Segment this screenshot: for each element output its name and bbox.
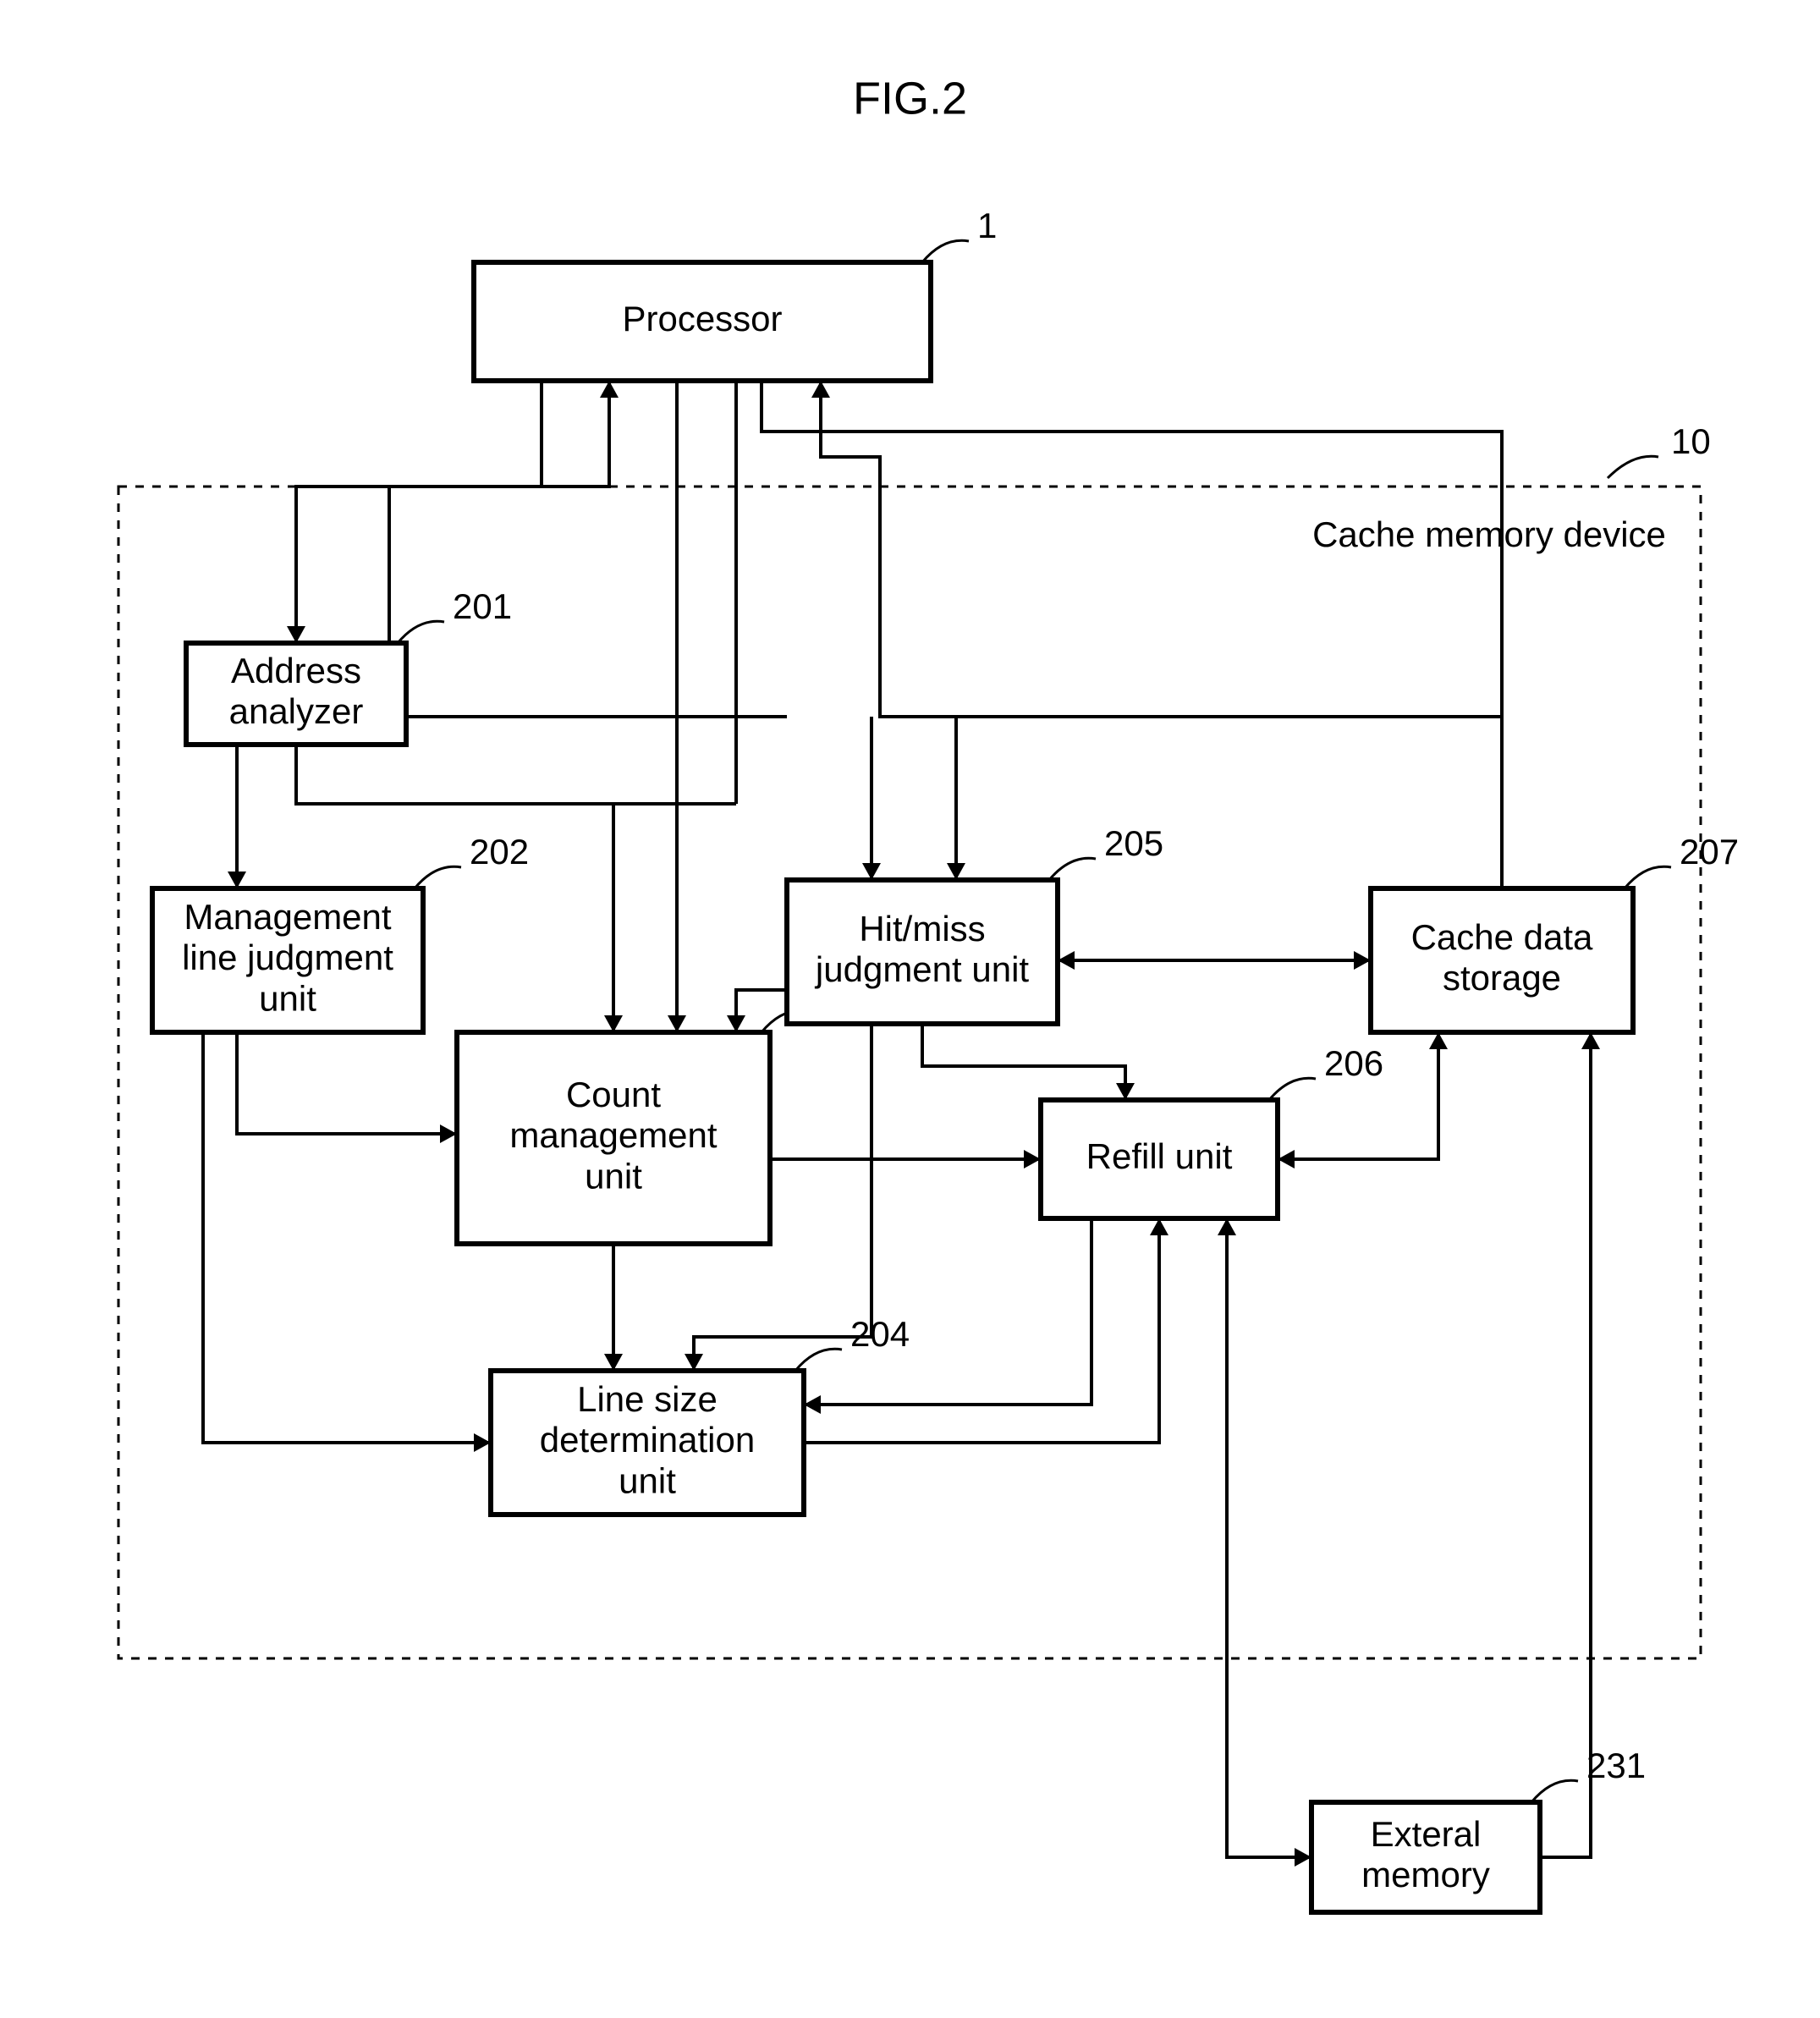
box-refill: Refill unit 206 [1041, 1043, 1383, 1218]
svg-text:204: 204 [850, 1314, 910, 1354]
svg-text:205: 205 [1104, 823, 1163, 863]
edges [203, 381, 1600, 1867]
svg-text:206: 206 [1324, 1043, 1383, 1083]
svg-text:Exteral: Exteral [1371, 1814, 1482, 1854]
svg-text:management: management [509, 1115, 717, 1155]
svg-text:judgment unit: judgment unit [814, 949, 1029, 989]
svg-text:Address: Address [231, 651, 361, 690]
svg-text:Count: Count [566, 1075, 661, 1114]
box-addr: Addressanalyzer 201 [186, 586, 512, 745]
svg-text:Processor: Processor [622, 299, 782, 338]
box-cache: Cache datastorage 207 [1371, 832, 1739, 1032]
svg-text:Cache data: Cache data [1411, 917, 1593, 957]
box-external: Exteralmemory 231 [1311, 1746, 1646, 1912]
svg-text:Line size: Line size [577, 1379, 718, 1419]
svg-text:storage: storage [1443, 958, 1561, 998]
block-diagram: FIG.2 Cache memory device 10 Processor 1 Addr… [0, 0, 1820, 2018]
svg-text:determination: determination [540, 1420, 755, 1460]
svg-text:line judgment: line judgment [182, 938, 393, 977]
svg-text:Cache memory device: Cache memory device [1312, 514, 1666, 554]
svg-text:analyzer: analyzer [229, 691, 364, 731]
svg-text:202: 202 [470, 832, 529, 872]
svg-text:Management: Management [184, 897, 391, 937]
svg-text:1: 1 [977, 206, 997, 245]
svg-text:Refill unit: Refill unit [1086, 1136, 1233, 1176]
svg-text:10: 10 [1671, 421, 1711, 461]
svg-text:231: 231 [1586, 1746, 1646, 1785]
svg-text:FIG.2: FIG.2 [853, 73, 967, 124]
svg-text:unit: unit [259, 978, 316, 1018]
svg-text:memory: memory [1361, 1855, 1490, 1894]
svg-text:207: 207 [1680, 832, 1739, 872]
box-linesize: Line sizedeterminationunit 204 [491, 1314, 910, 1515]
svg-text:unit: unit [585, 1156, 642, 1196]
svg-text:unit: unit [619, 1460, 676, 1500]
box-mgmt: Managementline judgmentunit 202 [152, 832, 529, 1032]
svg-text:Hit/miss: Hit/miss [859, 909, 985, 949]
svg-text:201: 201 [453, 586, 512, 626]
box-hitmiss: Hit/missjudgment unit 205 [787, 823, 1163, 1024]
box-processor: Processor 1 [474, 206, 997, 381]
